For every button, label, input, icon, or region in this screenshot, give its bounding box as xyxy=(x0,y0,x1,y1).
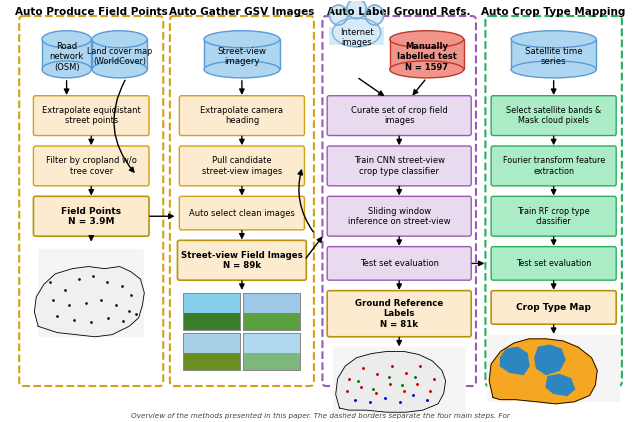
Polygon shape xyxy=(35,267,144,337)
Text: Extrapolate equidistant
street points: Extrapolate equidistant street points xyxy=(42,106,141,125)
Ellipse shape xyxy=(511,61,596,78)
FancyBboxPatch shape xyxy=(183,333,240,353)
Text: Test set evaluation: Test set evaluation xyxy=(516,259,591,268)
FancyBboxPatch shape xyxy=(33,96,149,135)
Text: Overview of the methods presented in this paper. The dashed borders separate the: Overview of the methods presented in thi… xyxy=(131,414,510,419)
FancyBboxPatch shape xyxy=(179,196,305,230)
Ellipse shape xyxy=(204,31,280,48)
Ellipse shape xyxy=(42,31,92,48)
FancyBboxPatch shape xyxy=(491,96,616,135)
Polygon shape xyxy=(489,339,597,404)
FancyBboxPatch shape xyxy=(487,335,620,402)
Text: Curate set of crop field
images: Curate set of crop field images xyxy=(351,106,447,125)
FancyBboxPatch shape xyxy=(243,333,300,370)
Text: Auto select clean images: Auto select clean images xyxy=(189,208,295,218)
Ellipse shape xyxy=(204,61,280,78)
FancyBboxPatch shape xyxy=(491,146,616,186)
FancyBboxPatch shape xyxy=(183,314,240,330)
FancyBboxPatch shape xyxy=(183,353,240,370)
FancyBboxPatch shape xyxy=(33,196,149,236)
Text: Pull candidate
street-view images: Pull candidate street-view images xyxy=(202,156,282,176)
Ellipse shape xyxy=(42,61,92,78)
FancyBboxPatch shape xyxy=(243,293,300,330)
Ellipse shape xyxy=(204,31,280,48)
Polygon shape xyxy=(204,39,280,69)
FancyBboxPatch shape xyxy=(491,196,616,236)
Ellipse shape xyxy=(511,31,596,48)
FancyBboxPatch shape xyxy=(243,353,300,370)
Text: Sliding window
inference on street-view: Sliding window inference on street-view xyxy=(348,206,451,226)
Text: Ground Reference
Labels
N = 81k: Ground Reference Labels N = 81k xyxy=(355,299,444,329)
Text: Crop Type Map: Crop Type Map xyxy=(516,303,591,312)
FancyBboxPatch shape xyxy=(243,293,300,314)
Text: Field Points
N = 3.9M: Field Points N = 3.9M xyxy=(61,206,122,226)
FancyBboxPatch shape xyxy=(183,293,240,330)
FancyBboxPatch shape xyxy=(327,96,471,135)
Text: Auto Label Ground Refs.: Auto Label Ground Refs. xyxy=(328,7,471,17)
Text: Extrapolate camera
heading: Extrapolate camera heading xyxy=(200,106,284,125)
Text: Train RF crop type
classifier: Train RF crop type classifier xyxy=(517,206,590,226)
FancyBboxPatch shape xyxy=(330,27,383,46)
FancyBboxPatch shape xyxy=(179,96,305,135)
Ellipse shape xyxy=(347,0,366,19)
FancyBboxPatch shape xyxy=(33,146,149,186)
FancyBboxPatch shape xyxy=(333,347,465,414)
Polygon shape xyxy=(546,374,575,395)
Text: Auto Crop Type Mapping: Auto Crop Type Mapping xyxy=(481,7,626,17)
Text: Manually
labelled test
N = 1597: Manually labelled test N = 1597 xyxy=(397,42,456,72)
Text: Land cover map
(WorldCover): Land cover map (WorldCover) xyxy=(87,47,152,66)
Ellipse shape xyxy=(390,61,463,78)
Text: Test set evaluation: Test set evaluation xyxy=(360,259,438,268)
Ellipse shape xyxy=(365,5,383,25)
FancyBboxPatch shape xyxy=(491,246,616,280)
Text: Road
network
(OSM): Road network (OSM) xyxy=(49,42,84,72)
FancyBboxPatch shape xyxy=(327,146,471,186)
FancyBboxPatch shape xyxy=(243,314,300,330)
Text: Select satellite bands &
Mask cloud pixels: Select satellite bands & Mask cloud pixe… xyxy=(506,106,601,125)
Ellipse shape xyxy=(511,31,596,48)
Ellipse shape xyxy=(92,31,147,48)
Text: Train CNN street-view
crop type classifier: Train CNN street-view crop type classifi… xyxy=(354,156,445,176)
FancyBboxPatch shape xyxy=(491,291,616,324)
FancyBboxPatch shape xyxy=(327,291,471,337)
Ellipse shape xyxy=(92,31,147,48)
Polygon shape xyxy=(42,39,92,69)
Polygon shape xyxy=(390,39,463,69)
FancyBboxPatch shape xyxy=(327,196,471,236)
Ellipse shape xyxy=(390,31,463,48)
Ellipse shape xyxy=(330,5,348,25)
Polygon shape xyxy=(511,39,596,69)
Ellipse shape xyxy=(42,31,92,48)
Text: Street-view Field Images
N = 89k: Street-view Field Images N = 89k xyxy=(181,251,303,270)
Polygon shape xyxy=(534,345,565,374)
Ellipse shape xyxy=(390,31,463,48)
FancyBboxPatch shape xyxy=(179,146,305,186)
Ellipse shape xyxy=(92,61,147,78)
Text: Internet
images: Internet images xyxy=(340,28,373,47)
Text: Filter by cropland w/o
tree cover: Filter by cropland w/o tree cover xyxy=(46,156,137,176)
Polygon shape xyxy=(500,347,529,374)
Text: Satellite time
series: Satellite time series xyxy=(525,47,582,66)
Text: Fourier transform feature
extraction: Fourier transform feature extraction xyxy=(502,156,605,176)
Ellipse shape xyxy=(332,18,381,47)
Text: Street-view
imagery: Street-view imagery xyxy=(218,47,266,66)
Polygon shape xyxy=(336,352,445,412)
Text: Auto Produce Field Points: Auto Produce Field Points xyxy=(15,7,168,17)
FancyBboxPatch shape xyxy=(327,246,471,280)
Text: Auto Gather GSV Images: Auto Gather GSV Images xyxy=(169,7,315,17)
FancyBboxPatch shape xyxy=(243,333,300,353)
Polygon shape xyxy=(92,39,147,69)
FancyBboxPatch shape xyxy=(183,333,240,370)
FancyBboxPatch shape xyxy=(177,241,307,280)
FancyBboxPatch shape xyxy=(183,293,240,314)
FancyBboxPatch shape xyxy=(38,249,144,337)
